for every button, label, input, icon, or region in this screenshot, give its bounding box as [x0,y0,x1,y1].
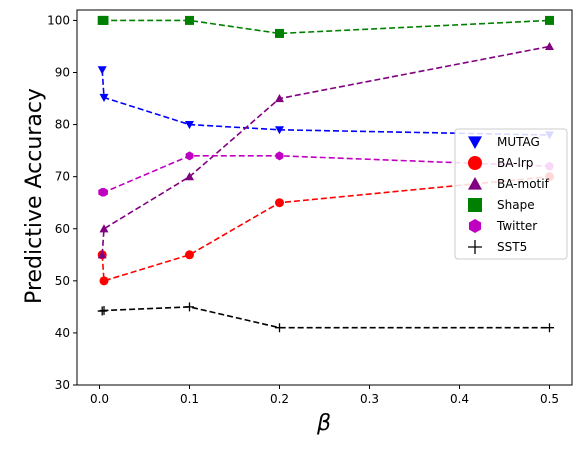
x-tick-label: 0.3 [360,392,379,406]
data-point-ba-motif [275,94,284,103]
y-tick-label: 90 [55,66,70,80]
legend-label-ba-lrp: BA-lrp [497,156,533,170]
legend-marker-twitter [468,219,482,233]
data-point-sst5 [275,323,284,333]
data-point-ba-motif [97,250,107,259]
x-tick-label: 0.1 [180,392,199,406]
data-point-ba-motif [99,224,109,233]
data-point-shape [185,15,194,25]
legend-box [454,128,568,260]
y-tick-label: 100 [47,13,70,27]
legend-label-ba-motif: BA-motif [497,177,550,191]
legend-marker-shape [468,198,482,212]
data-point-ba-motif [185,172,194,181]
data-point-ba-lrp [275,198,284,208]
data-point-twitter [185,151,194,161]
y-tick-label: 70 [55,170,70,184]
data-point-ba-lrp [185,250,194,260]
data-point-shape [275,28,284,38]
x-tick-label: 0.5 [540,392,559,406]
y-tick-label: 50 [55,274,70,288]
legend-label-mutag: MUTAG [497,135,540,149]
legend-marker-mutag [468,136,482,149]
series-line-sst5 [101,306,550,329]
y-tick-label: 60 [55,222,70,236]
legend-label-sst5: SST5 [497,240,527,254]
data-point-mutag [99,93,109,102]
data-point-sst5 [185,302,194,312]
y-tick-label: 30 [55,378,70,392]
series-line-mutag [101,69,550,136]
data-point-sst5 [545,323,554,333]
data-point-shape [545,15,554,25]
legend-marker-ba-lrp [468,156,482,170]
data-point-ba-motif [545,41,554,51]
data-point-sst5 [99,306,109,316]
y-tick-label: 40 [55,326,70,340]
x-tick-label: 0.2 [270,392,289,406]
data-point-mutag [97,66,107,75]
data-point-shape [99,15,109,25]
series-line-shape [102,19,550,35]
data-point-mutag [185,120,194,130]
legend-marker-sst5 [468,240,482,254]
series-line-ba-lrp [101,175,550,282]
x-tick-label: 0.0 [90,392,109,406]
x-tick-label: 0.4 [450,392,469,406]
legend-marker-ba-motif [468,177,482,190]
data-point-mutag [275,126,284,135]
y-axis-title: Predictive Accuracy [22,88,47,304]
data-point-twitter [100,187,108,197]
data-point-ba-lrp [99,276,109,286]
data-point-twitter [275,151,284,161]
y-tick-label: 80 [55,118,70,132]
legend-label-twitter: Twitter [496,219,537,233]
plot-frame [76,9,573,386]
x-axis-title: β [316,411,331,436]
legend-label-shape: Shape [497,198,535,212]
